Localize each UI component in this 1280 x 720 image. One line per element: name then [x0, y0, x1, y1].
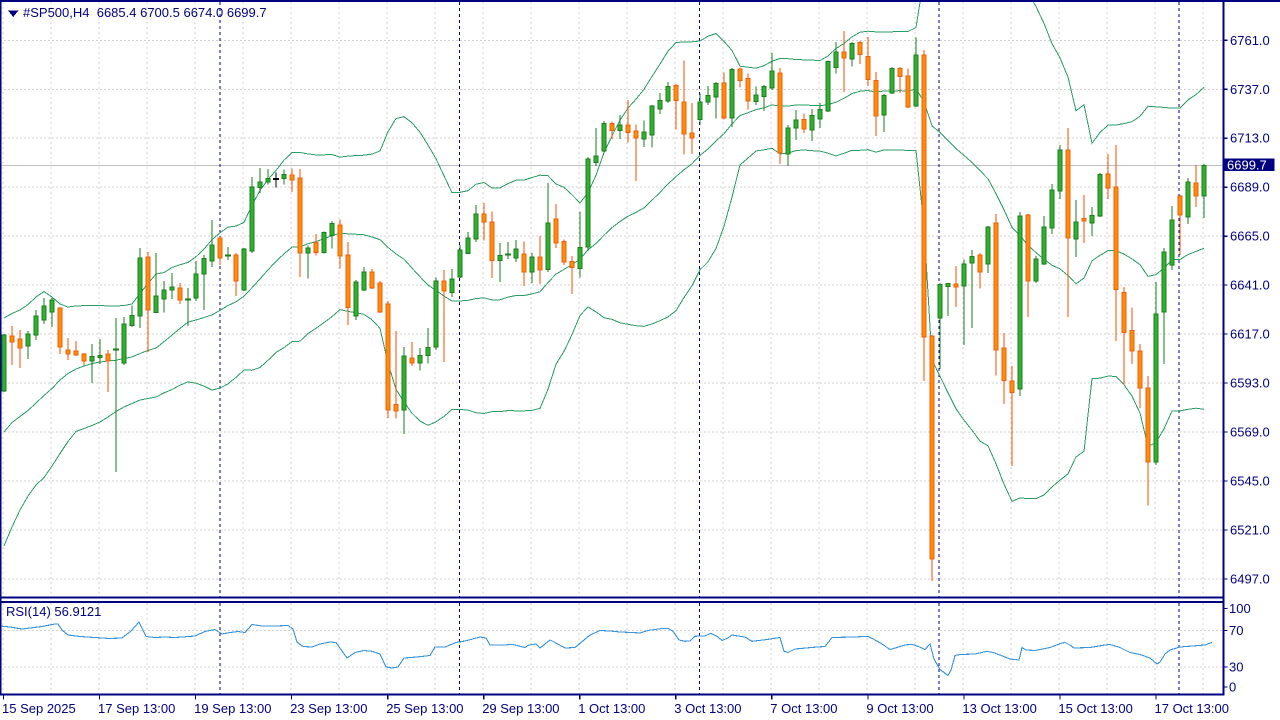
- svg-text:1 Oct 13:00: 1 Oct 13:00: [578, 701, 645, 716]
- svg-text:6737.0: 6737.0: [1230, 82, 1270, 97]
- svg-text:30: 30: [1229, 660, 1243, 675]
- svg-text:#SP500,H4 6685.4 6700.5 6674.: #SP500,H4 6685.4 6700.5 6674.0 6699.7: [23, 5, 267, 20]
- svg-text:6665.0: 6665.0: [1230, 229, 1270, 244]
- svg-text:6713.0: 6713.0: [1230, 131, 1270, 146]
- svg-text:15 Sep 2025: 15 Sep 2025: [2, 701, 76, 716]
- svg-text:6521.0: 6521.0: [1230, 523, 1270, 538]
- svg-text:100: 100: [1229, 601, 1251, 616]
- svg-text:6545.0: 6545.0: [1230, 474, 1270, 489]
- svg-text:6761.0: 6761.0: [1230, 33, 1270, 48]
- svg-text:6569.0: 6569.0: [1230, 425, 1270, 440]
- svg-text:6593.0: 6593.0: [1230, 376, 1270, 391]
- svg-text:6617.0: 6617.0: [1230, 327, 1270, 342]
- svg-text:6689.0: 6689.0: [1230, 180, 1270, 195]
- svg-text:6699.7: 6699.7: [1227, 158, 1267, 173]
- svg-text:6641.0: 6641.0: [1230, 278, 1270, 293]
- svg-text:70: 70: [1229, 623, 1243, 638]
- svg-text:23 Sep 13:00: 23 Sep 13:00: [290, 701, 367, 716]
- svg-text:15 Oct 13:00: 15 Oct 13:00: [1058, 701, 1132, 716]
- svg-text:0: 0: [1229, 680, 1236, 695]
- svg-text:6497.0: 6497.0: [1230, 572, 1270, 587]
- svg-text:17 Oct 13:00: 17 Oct 13:00: [1155, 701, 1229, 716]
- svg-text:17 Sep 13:00: 17 Sep 13:00: [98, 701, 175, 716]
- svg-text:19 Sep 13:00: 19 Sep 13:00: [194, 701, 271, 716]
- svg-text:RSI(14) 56.9121: RSI(14) 56.9121: [6, 604, 101, 619]
- svg-text:3 Oct 13:00: 3 Oct 13:00: [674, 701, 741, 716]
- svg-text:7 Oct 13:00: 7 Oct 13:00: [770, 701, 837, 716]
- svg-text:29 Sep 13:00: 29 Sep 13:00: [482, 701, 559, 716]
- svg-text:25 Sep 13:00: 25 Sep 13:00: [386, 701, 463, 716]
- svg-text:9 Oct 13:00: 9 Oct 13:00: [866, 701, 933, 716]
- svg-text:13 Oct 13:00: 13 Oct 13:00: [962, 701, 1036, 716]
